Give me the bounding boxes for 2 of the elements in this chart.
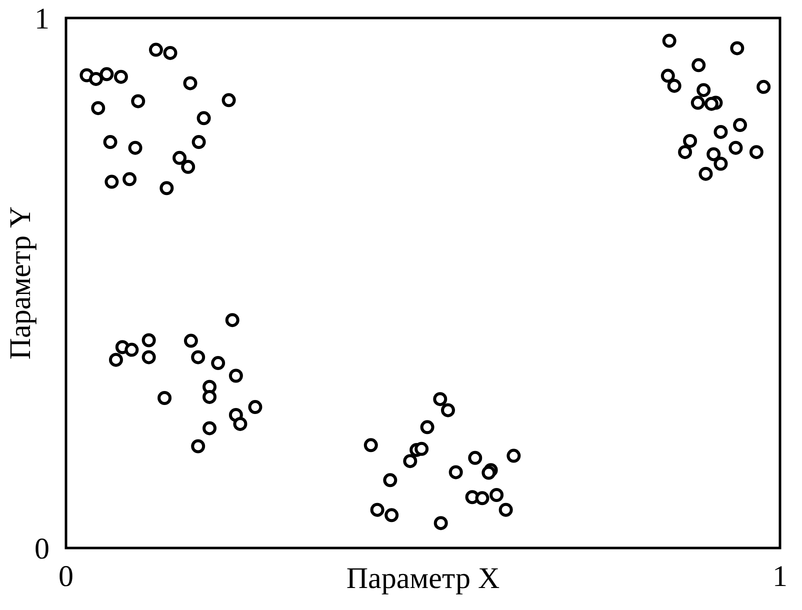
x-axis-title: Параметр X <box>346 562 500 595</box>
y-axis-title: Параметр Y <box>4 206 37 360</box>
